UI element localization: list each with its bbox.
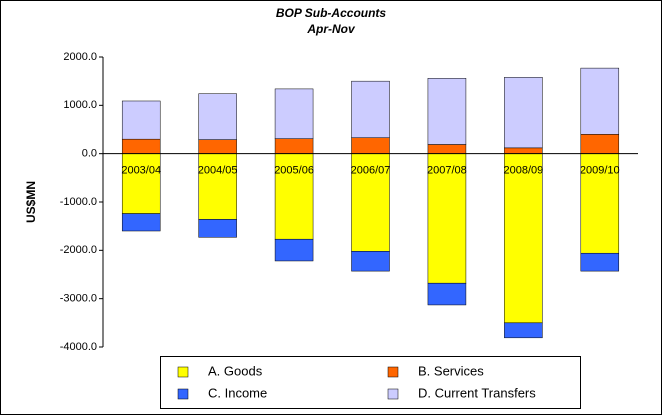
x-tick-label: 2007/08 <box>427 165 467 177</box>
y-tick-label: 0.0 <box>82 148 97 160</box>
bar-segment <box>580 252 620 272</box>
bar-segment <box>427 78 467 145</box>
legend-swatch <box>177 366 189 378</box>
bar-segment <box>580 134 620 154</box>
y-tick-label: -2000.0 <box>60 244 97 256</box>
bar-segment <box>351 251 390 272</box>
bar-segment <box>351 137 390 154</box>
x-tick-label: 2008/09 <box>503 165 543 177</box>
legend-swatch <box>387 388 399 400</box>
legend-label: D. Current Transfers <box>418 385 536 400</box>
bar-segment <box>121 213 161 232</box>
bar-segment <box>121 100 161 140</box>
bar-segment <box>427 144 467 154</box>
bar-segment <box>198 153 237 220</box>
bar-segment <box>427 282 467 306</box>
bar-segment <box>580 153 620 254</box>
x-tick-label: 2005/06 <box>274 165 314 177</box>
bar-segment <box>351 153 390 252</box>
bar-segment <box>198 93 237 140</box>
bar-segment <box>504 322 543 339</box>
y-tick-label: -1000.0 <box>60 196 97 208</box>
x-tick-label: 2004/05 <box>198 165 238 177</box>
y-tick-label: -3000.0 <box>60 293 97 305</box>
chart-title: BOP Sub-Accounts <box>276 6 387 20</box>
bar-segment <box>351 80 390 138</box>
bar-segment <box>121 153 161 214</box>
bar-segment <box>198 219 237 238</box>
bar-segment <box>504 147 543 154</box>
bar-segment <box>504 77 543 149</box>
bar-segment <box>121 138 161 154</box>
bar-segment <box>274 88 314 139</box>
chart-subtitle: Apr-Nov <box>306 22 356 36</box>
x-tick-label: 2006/07 <box>351 165 391 177</box>
legend-label: B. Services <box>418 363 484 378</box>
bar-segment <box>580 67 620 135</box>
legend-box <box>160 356 581 409</box>
bar-segment <box>274 238 314 262</box>
y-tick-label: -4000.0 <box>60 341 97 353</box>
y-axis-label: US$MN <box>24 181 38 223</box>
bar-segment <box>504 153 543 324</box>
bar-segment <box>274 153 314 240</box>
bar-segment <box>274 138 314 154</box>
y-tick-label: 2000.0 <box>63 51 97 63</box>
legend-label: C. Income <box>208 385 267 400</box>
legend-swatch <box>387 366 399 378</box>
x-tick-label: 2009/10 <box>580 165 620 177</box>
bar-segment <box>198 139 237 154</box>
legend-label: A. Goods <box>208 363 263 378</box>
y-tick-label: 1000.0 <box>63 99 97 111</box>
legend-swatch <box>177 388 189 400</box>
bar-segment <box>427 153 467 284</box>
x-tick-label: 2003/04 <box>121 165 161 177</box>
